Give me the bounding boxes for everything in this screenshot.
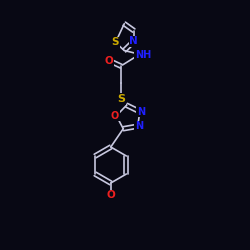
Text: S: S [117,94,125,104]
Text: S: S [112,38,119,48]
Text: O: O [104,56,113,66]
Text: N: N [137,107,145,117]
Text: N: N [130,36,138,46]
Text: NH: NH [135,50,151,59]
Text: N: N [135,121,143,131]
Text: O: O [111,111,119,121]
Text: O: O [106,190,115,200]
